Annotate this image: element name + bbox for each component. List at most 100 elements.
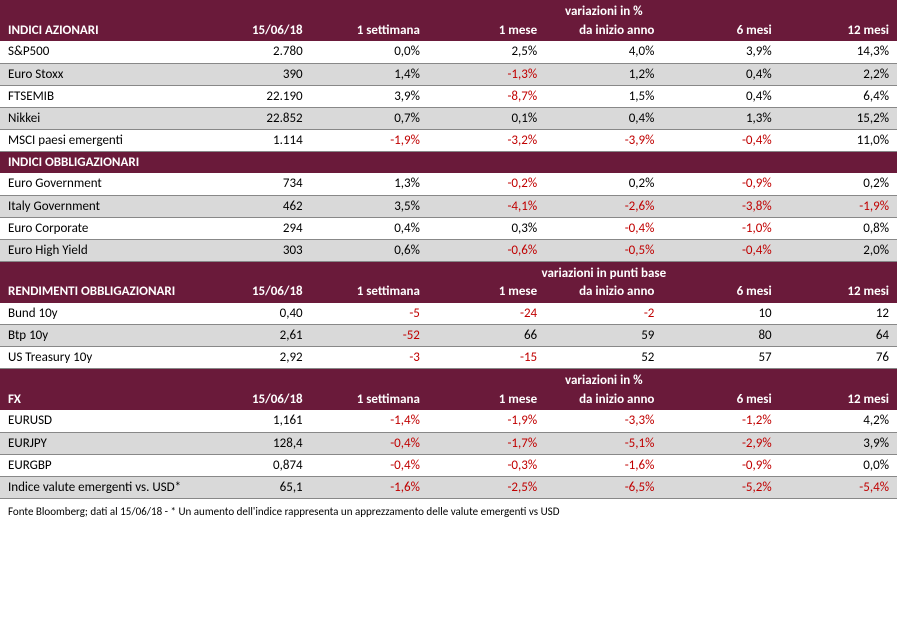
- table-row: S&P5002.7800,0%2,5%4,0%3,9%14,3%: [0, 41, 897, 63]
- row-value: 303: [200, 239, 310, 261]
- row-change: 4,0%: [545, 41, 662, 63]
- col-change-header: 12 mesi: [780, 19, 897, 41]
- row-label: Euro Corporate: [0, 217, 200, 239]
- row-value: 128,4: [200, 432, 310, 454]
- row-label: Bund 10y: [0, 303, 200, 325]
- row-change: -8,7%: [428, 85, 545, 107]
- table-row: EURJPY128,4-0,4%-1,7%-5,1%-2,9%3,9%: [0, 432, 897, 454]
- col-change-header: da inizio anno: [545, 281, 662, 303]
- row-change: -0,9%: [662, 173, 779, 195]
- row-change: -2,5%: [428, 476, 545, 498]
- blank-header-cell: [428, 151, 545, 173]
- row-change: 0,0%: [780, 454, 897, 476]
- section-super-header: variazioni in %: [0, 0, 897, 19]
- col-change-header: 1 mese: [428, 388, 545, 410]
- row-change: -0,5%: [545, 239, 662, 261]
- row-change: 3,9%: [311, 85, 428, 107]
- row-value: 22.852: [200, 107, 310, 129]
- row-change: 2,0%: [780, 239, 897, 261]
- col-change-header: 6 mesi: [662, 19, 779, 41]
- footnote-text: Fonte Bloomberg; dati al 15/06/18 - * Un…: [0, 499, 897, 522]
- row-change: -1,2%: [662, 410, 779, 432]
- col-change-header: da inizio anno: [545, 19, 662, 41]
- super-header-label: variazioni in punti base: [311, 261, 897, 281]
- table-row: Bund 10y0,40-5-24-21012: [0, 303, 897, 325]
- section-header-row: RENDIMENTI OBBLIGAZIONARI15/06/181 setti…: [0, 281, 897, 303]
- row-change: -3: [311, 347, 428, 369]
- col-change-header: 1 settimana: [311, 281, 428, 303]
- col-date: 15/06/18: [200, 19, 310, 41]
- blank-cell: [0, 261, 311, 281]
- col-change-header: da inizio anno: [545, 388, 662, 410]
- table-row: Euro Government7341,3%-0,2%0,2%-0,9%0,2%: [0, 173, 897, 195]
- row-change: 0,8%: [780, 217, 897, 239]
- blank-cell: [0, 0, 311, 19]
- row-change: 15,2%: [780, 107, 897, 129]
- row-change: 52: [545, 347, 662, 369]
- blank-header-cell: [311, 151, 428, 173]
- row-change: -0,4%: [311, 454, 428, 476]
- row-label: Nikkei: [0, 107, 200, 129]
- row-change: -0,3%: [428, 454, 545, 476]
- row-change: -5,2%: [662, 476, 779, 498]
- row-change: 0,4%: [662, 63, 779, 85]
- table-row: Indice valute emergenti vs. USD*65,1-1,6…: [0, 476, 897, 498]
- row-change: 2,2%: [780, 63, 897, 85]
- market-data-table: variazioni in %INDICI AZIONARI15/06/181 …: [0, 0, 897, 499]
- row-change: 3,9%: [662, 41, 779, 63]
- row-change: -2: [545, 303, 662, 325]
- row-change: -1,3%: [428, 63, 545, 85]
- section-title: INDICI AZIONARI: [0, 19, 200, 41]
- row-label: FTSEMIB: [0, 85, 200, 107]
- row-change: -0,4%: [311, 432, 428, 454]
- row-change: -0,2%: [428, 173, 545, 195]
- row-label: Euro High Yield: [0, 239, 200, 261]
- row-change: 0,0%: [311, 41, 428, 63]
- table-row: FTSEMIB22.1903,9%-8,7%1,5%0,4%6,4%: [0, 85, 897, 107]
- table-row: EURUSD1,161-1,4%-1,9%-3,3%-1,2%4,2%: [0, 410, 897, 432]
- row-change: 57: [662, 347, 779, 369]
- row-change: 1,2%: [545, 63, 662, 85]
- row-change: 6,4%: [780, 85, 897, 107]
- section-header-row: FX15/06/181 settimana1 meseda inizio ann…: [0, 388, 897, 410]
- row-value: 1.114: [200, 129, 310, 151]
- row-change: 0,6%: [311, 239, 428, 261]
- row-change: 12: [780, 303, 897, 325]
- row-change: -1,9%: [780, 195, 897, 217]
- row-change: -5,1%: [545, 432, 662, 454]
- blank-header-cell: [545, 151, 662, 173]
- row-change: 0,4%: [545, 107, 662, 129]
- table-row: Euro Corporate2940,4%0,3%-0,4%-1,0%0,8%: [0, 217, 897, 239]
- row-value: 22.190: [200, 85, 310, 107]
- row-value: 734: [200, 173, 310, 195]
- row-value: 294: [200, 217, 310, 239]
- row-change: -5,4%: [780, 476, 897, 498]
- col-change-header: 6 mesi: [662, 388, 779, 410]
- row-value: 0,874: [200, 454, 310, 476]
- row-change: 59: [545, 325, 662, 347]
- row-change: 0,7%: [311, 107, 428, 129]
- col-change-header: 1 settimana: [311, 19, 428, 41]
- row-change: -1,4%: [311, 410, 428, 432]
- row-change: -3,2%: [428, 129, 545, 151]
- row-change: 1,3%: [311, 173, 428, 195]
- row-label: EURGBP: [0, 454, 200, 476]
- row-label: MSCI paesi emergenti: [0, 129, 200, 151]
- row-label: US Treasury 10y: [0, 347, 200, 369]
- row-label: S&P500: [0, 41, 200, 63]
- row-value: 65,1: [200, 476, 310, 498]
- row-change: -15: [428, 347, 545, 369]
- table-row: Italy Government4623,5%-4,1%-2,6%-3,8%-1…: [0, 195, 897, 217]
- row-change: 11,0%: [780, 129, 897, 151]
- blank-header-cell: [662, 151, 779, 173]
- row-label: Btp 10y: [0, 325, 200, 347]
- row-change: -1,9%: [428, 410, 545, 432]
- row-change: 14,3%: [780, 41, 897, 63]
- row-change: 1,4%: [311, 63, 428, 85]
- super-header-label: variazioni in %: [311, 0, 897, 19]
- blank-cell: [0, 369, 311, 389]
- row-change: 0,4%: [662, 85, 779, 107]
- row-value: 2,92: [200, 347, 310, 369]
- table-row: Nikkei22.8520,7%0,1%0,4%1,3%15,2%: [0, 107, 897, 129]
- section-title: FX: [0, 388, 200, 410]
